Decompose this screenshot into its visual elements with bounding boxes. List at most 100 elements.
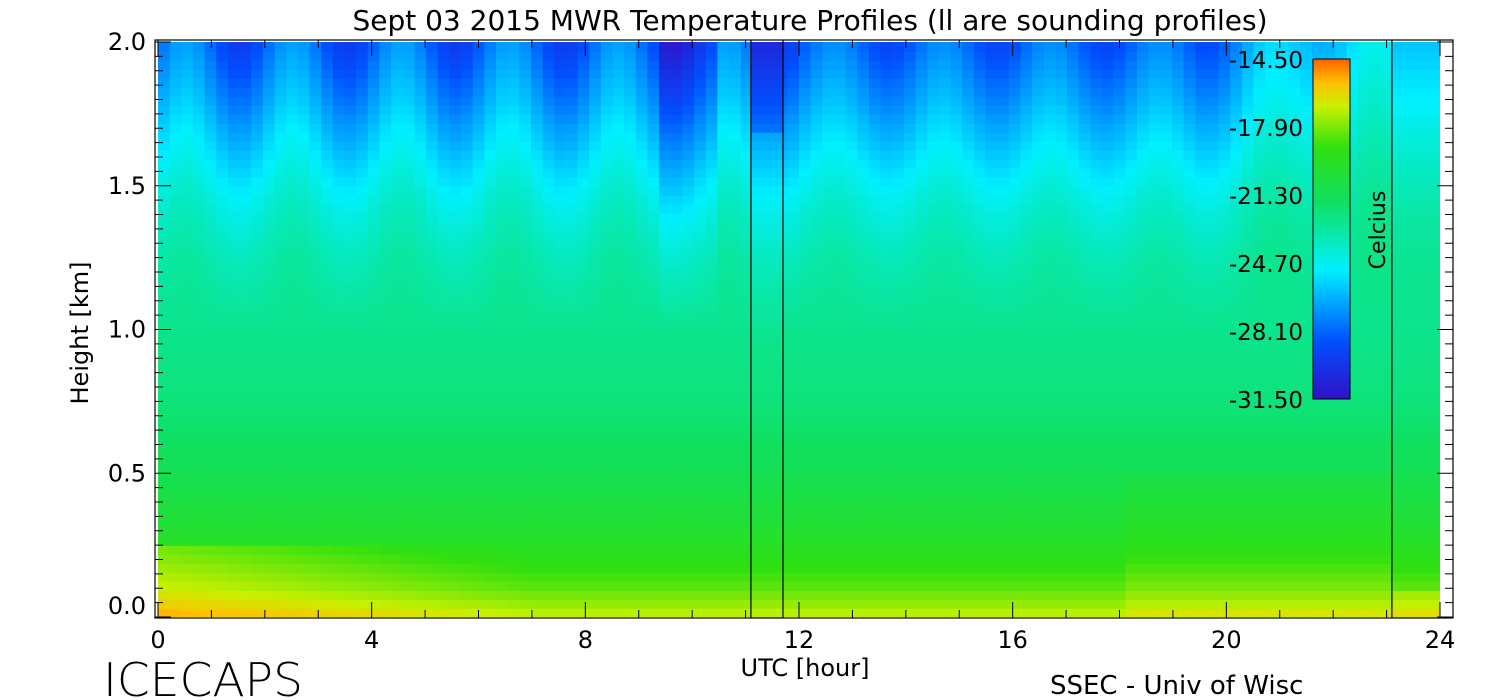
- heatmap-cell: [682, 383, 695, 394]
- heatmap-cell: [181, 248, 194, 259]
- heatmap-cell: [158, 320, 171, 331]
- heatmap-cell: [787, 284, 800, 295]
- heatmap-cell: [367, 473, 381, 484]
- heatmap-cell: [542, 455, 556, 466]
- heatmap-cell: [577, 527, 591, 537]
- heatmap-cell: [367, 248, 381, 259]
- heatmap-cell: [542, 536, 556, 546]
- heatmap-cell: [426, 50, 439, 61]
- heatmap-cell: [659, 563, 672, 573]
- heatmap-cell: [1020, 500, 1033, 510]
- heatmap-cell: [892, 374, 905, 385]
- heatmap-cell: [868, 50, 882, 61]
- heatmap-cell: [379, 95, 392, 106]
- heatmap-cell: [985, 599, 998, 609]
- heatmap-cell: [787, 329, 800, 340]
- heatmap-cell: [309, 392, 322, 403]
- heatmap-cell: [461, 221, 474, 232]
- heatmap-cell: [915, 608, 928, 617]
- heatmap-cell: [938, 491, 952, 501]
- heatmap-cell: [367, 95, 381, 106]
- heatmap-cell: [787, 599, 800, 609]
- heatmap-cell: [519, 293, 532, 304]
- heatmap-cell: [880, 104, 894, 115]
- heatmap-cell: [297, 455, 311, 466]
- heatmap-cell: [204, 608, 218, 617]
- heatmap-cell: [449, 527, 462, 537]
- heatmap-cell: [286, 185, 299, 196]
- heatmap-cell: [192, 608, 206, 617]
- heatmap-cell: [239, 329, 253, 340]
- heatmap-cell: [589, 410, 602, 421]
- heatmap-cell: [729, 311, 742, 322]
- heatmap-cell: [810, 284, 824, 295]
- heatmap-cell: [1008, 365, 1022, 376]
- heatmap-cell: [216, 419, 229, 430]
- heatmap-cell: [181, 266, 194, 277]
- heatmap-cell: [484, 419, 497, 430]
- heatmap-cell: [845, 563, 859, 573]
- heatmap-cell: [472, 392, 486, 403]
- heatmap-cell: [927, 581, 940, 591]
- heatmap-cell: [158, 491, 171, 501]
- heatmap-cell: [274, 509, 287, 519]
- heatmap-cell: [833, 42, 847, 52]
- heatmap-cell: [426, 599, 439, 609]
- heatmap-cell: [903, 329, 917, 340]
- heatmap-cell: [414, 68, 427, 79]
- heatmap-cell: [181, 275, 194, 286]
- heatmap-cell: [379, 140, 392, 151]
- heatmap-cell: [857, 410, 870, 421]
- heatmap-cell: [892, 446, 905, 457]
- heatmap-cell: [286, 392, 299, 403]
- heatmap-cell: [379, 527, 392, 537]
- heatmap-cell: [892, 257, 905, 268]
- heatmap-cell: [973, 257, 987, 268]
- heatmap-cell: [973, 473, 987, 484]
- heatmap-cell: [822, 257, 835, 268]
- heatmap-cell: [437, 275, 451, 286]
- heatmap-cell: [262, 185, 276, 196]
- heatmap-cell: [484, 194, 497, 205]
- heatmap-cell: [1032, 293, 1045, 304]
- heatmap-cell: [787, 185, 800, 196]
- heatmap-cell: [927, 113, 940, 124]
- heatmap-cell: [192, 86, 206, 97]
- heatmap-cell: [903, 293, 917, 304]
- heatmap-cell: [624, 473, 637, 484]
- heatmap-cell: [426, 77, 439, 88]
- heatmap-cell: [589, 563, 602, 573]
- heatmap-cell: [973, 455, 987, 466]
- heatmap-cell: [437, 392, 451, 403]
- heatmap-cell: [938, 383, 952, 394]
- heatmap-cell: [589, 572, 602, 582]
- heatmap-cell: [938, 320, 952, 331]
- heatmap-cell: [542, 149, 556, 160]
- heatmap-cell: [880, 365, 894, 376]
- heatmap-cell: [892, 302, 905, 313]
- heatmap-cell: [973, 104, 987, 115]
- heatmap-cell: [251, 131, 264, 142]
- heatmap-cell: [635, 248, 649, 259]
- heatmap-cell: [414, 311, 427, 322]
- heatmap-cell: [880, 437, 894, 448]
- heatmap-cell: [624, 482, 637, 493]
- heatmap-cell: [461, 338, 474, 349]
- heatmap-cell: [274, 239, 287, 250]
- heatmap-cell: [857, 329, 870, 340]
- heatmap-cell: [204, 176, 218, 187]
- heatmap-cell: [787, 536, 800, 546]
- heatmap-cell: [437, 248, 451, 259]
- heatmap-cell: [985, 320, 998, 331]
- heatmap-cell: [903, 446, 917, 457]
- heatmap-cell: [682, 68, 695, 79]
- heatmap-cell: [530, 401, 544, 412]
- heatmap-cell: [321, 68, 334, 79]
- heatmap-cell: [635, 293, 649, 304]
- heatmap-cell: [1020, 140, 1033, 151]
- heatmap-cell: [565, 419, 579, 430]
- heatmap-cell: [950, 374, 963, 385]
- heatmap-cell: [216, 572, 229, 582]
- heatmap-cell: [1008, 113, 1022, 124]
